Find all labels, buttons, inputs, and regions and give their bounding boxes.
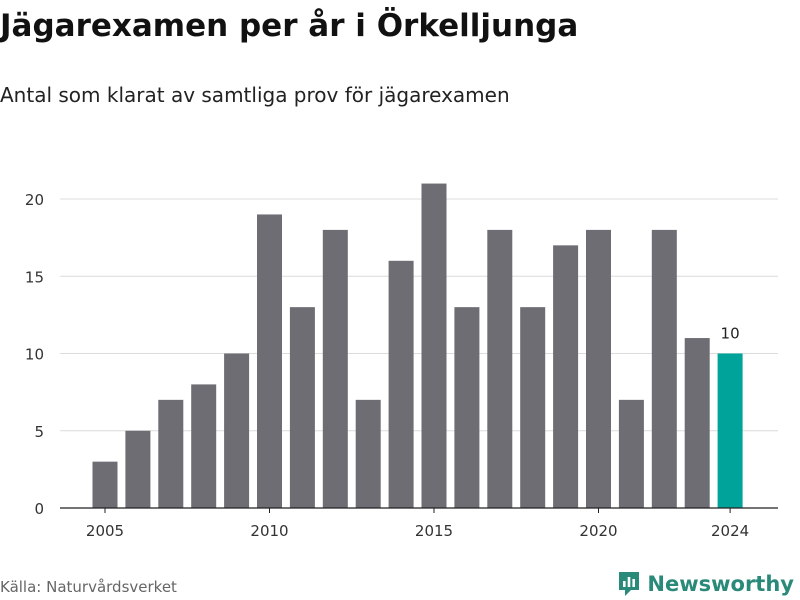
- bar-2016: [454, 307, 480, 508]
- bar-2010: [257, 214, 282, 508]
- bar-2017: [487, 229, 513, 508]
- annotations: 10: [721, 325, 740, 343]
- bar-2020: [586, 229, 611, 508]
- x-tick-label: 2024: [711, 522, 749, 540]
- bars: [92, 183, 743, 509]
- bar-2013: [355, 399, 381, 508]
- chart-subtitle: Antal som klarat av samtliga prov för jä…: [0, 83, 510, 107]
- x-tick-label: 2010: [250, 522, 288, 540]
- bar-2014: [388, 260, 414, 508]
- logo-text: Newsworthy: [647, 572, 794, 596]
- bar-2018: [520, 307, 546, 508]
- y-axis-labels: 0 5 10 15 20: [25, 191, 44, 518]
- chart-title: Jägarexamen per år i Örkelljunga: [0, 8, 579, 44]
- x-tick-label: 2020: [579, 522, 617, 540]
- y-tick-label: 20: [25, 191, 44, 209]
- bar-2023: [684, 338, 710, 508]
- y-tick-label: 0: [34, 500, 44, 518]
- x-tick-label: 2015: [415, 522, 453, 540]
- bar-2015: [421, 183, 447, 509]
- bar-2009: [224, 353, 250, 508]
- data-label-2024: 10: [721, 325, 740, 343]
- bar-2019: [553, 245, 579, 508]
- bar-2011: [289, 307, 315, 508]
- bar-2005: [92, 461, 118, 508]
- bar-2022: [651, 229, 677, 508]
- bar-2006: [125, 430, 151, 508]
- y-tick-label: 5: [34, 423, 44, 441]
- x-axis-labels: 2005 2010 2015 2020 2024: [86, 508, 749, 540]
- x-tick-label: 2005: [86, 522, 124, 540]
- y-tick-label: 10: [25, 346, 44, 364]
- bar-2007: [158, 399, 184, 508]
- bar-2024: [717, 353, 743, 508]
- bar-2008: [191, 384, 217, 508]
- bar-2012: [322, 229, 348, 508]
- y-tick-label: 15: [25, 268, 44, 286]
- source-note: Källa: Naturvårdsverket: [0, 578, 177, 596]
- bar-chart-icon: [619, 572, 640, 596]
- bar-2021: [618, 399, 644, 508]
- newsworthy-logo: Newsworthy: [617, 569, 794, 599]
